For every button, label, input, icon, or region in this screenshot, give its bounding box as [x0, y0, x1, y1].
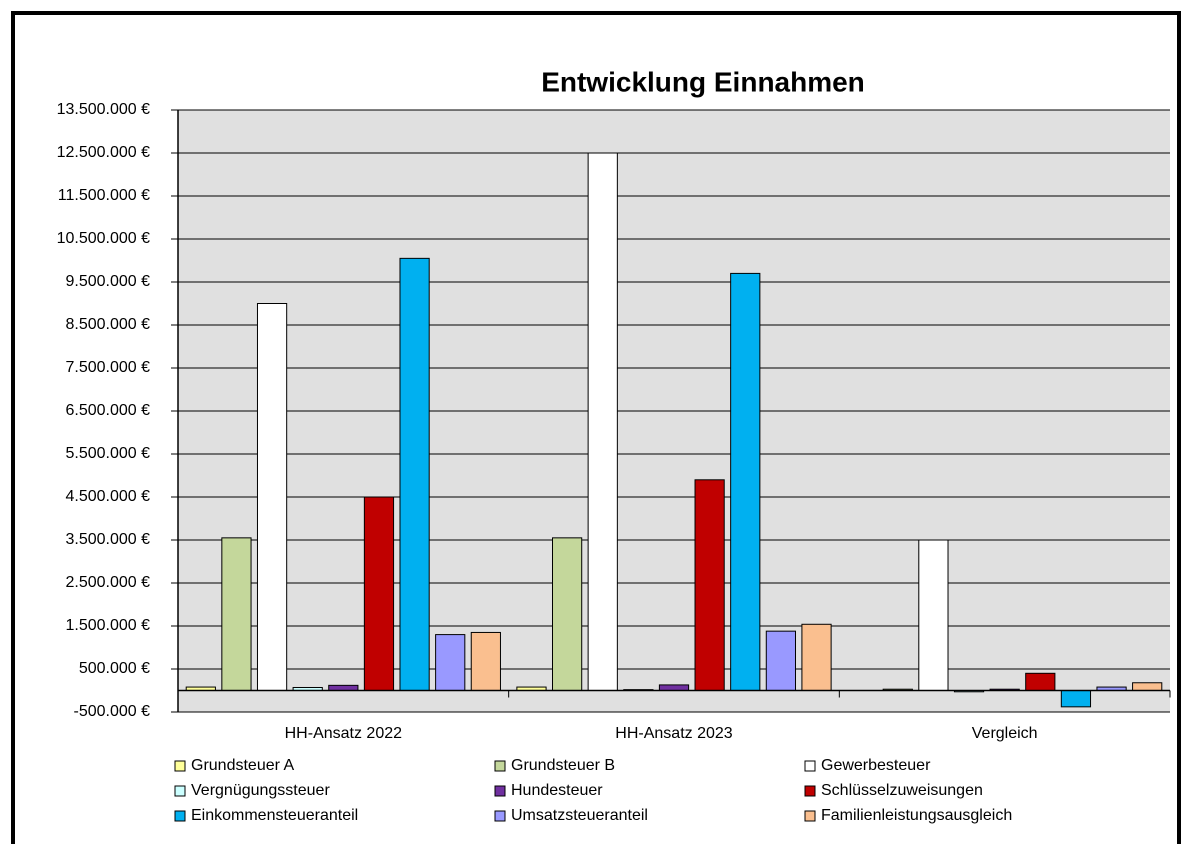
chart-title: Entwicklung Einnahmen: [541, 66, 865, 97]
bar: [765, 630, 796, 691]
legend-swatch: [494, 760, 506, 772]
legend-label: Grundsteuer B: [511, 757, 615, 774]
y-tick-label: 7.500.000 €: [65, 359, 150, 376]
y-tick-label: 500.000 €: [79, 660, 150, 677]
legend-label: Grundsteuer A: [191, 757, 295, 774]
bar: [328, 684, 359, 692]
legend-swatch: [804, 810, 816, 822]
x-tick-label: HH-Ansatz 2023: [615, 725, 732, 742]
legend-label: Gewerbesteuer: [821, 757, 931, 774]
y-tick-label: 3.500.000 €: [65, 531, 150, 548]
bar: [435, 634, 466, 691]
bar: [694, 479, 725, 691]
y-tick-label: 4.500.000 €: [65, 488, 150, 505]
bar: [730, 272, 761, 691]
legend-label: Hundesteuer: [511, 782, 603, 799]
y-tick-label: 11.500.000 €: [58, 187, 150, 204]
legend-label: Einkommensteueranteil: [191, 807, 358, 824]
legend-swatch: [494, 785, 506, 797]
legend-swatch: [804, 760, 816, 772]
legend-label: Familienleistungsausgleich: [821, 807, 1012, 824]
y-tick-label: 2.500.000 €: [65, 574, 150, 591]
y-tick-label: -500.000 €: [73, 703, 150, 720]
bar: [1025, 672, 1056, 691]
bar: [221, 537, 252, 691]
bar: [363, 496, 395, 691]
bar: [256, 303, 288, 691]
legend-label: Umsatzsteueranteil: [511, 807, 648, 824]
legend-label: Vergnügungssteuer: [191, 782, 330, 799]
y-tick-label: 13.500.000 €: [57, 101, 151, 118]
y-tick-label: 8.500.000 €: [65, 316, 150, 333]
legend-swatch: [174, 810, 186, 822]
legend-swatch: [174, 760, 186, 772]
legend-label: Schlüsselzuweisungen: [821, 782, 983, 799]
bar: [470, 631, 501, 692]
x-tick-label: HH-Ansatz 2022: [285, 725, 402, 742]
y-tick-label: 12.500.000 €: [57, 144, 151, 161]
legend-swatch: [804, 785, 816, 797]
bar: [1060, 690, 1092, 708]
bar: [918, 539, 949, 691]
y-tick-label: 10.500.000 €: [57, 230, 151, 247]
legend-swatch: [494, 810, 506, 822]
x-tick-label: Vergleich: [972, 725, 1038, 742]
bar: [552, 537, 583, 691]
y-tick-label: 9.500.000 €: [65, 273, 150, 290]
bar: [801, 623, 832, 692]
y-tick-label: 6.500.000 €: [65, 402, 150, 419]
y-tick-label: 5.500.000 €: [65, 445, 150, 462]
legend-swatch: [174, 785, 186, 797]
bar: [1132, 682, 1163, 692]
y-tick-label: 1.500.000 €: [65, 617, 150, 634]
bar: [399, 257, 430, 691]
bar: [658, 684, 690, 691]
bar: [587, 152, 618, 691]
